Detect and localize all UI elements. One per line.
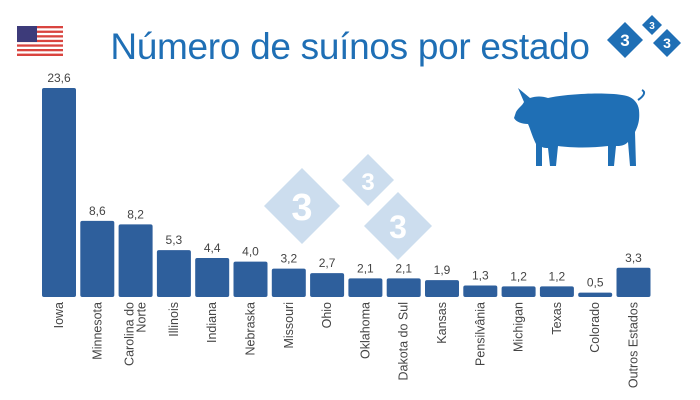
pig-icon — [514, 88, 646, 166]
data-label: 3,3 — [625, 251, 642, 265]
x-tick-label: Iowa — [52, 302, 66, 328]
x-tick-label: Kansas — [435, 302, 449, 344]
x-tick-label: Missouri — [282, 302, 296, 349]
data-label: 2,1 — [395, 261, 412, 275]
x-tick-label: Carolina do — [123, 302, 137, 366]
svg-text:3: 3 — [620, 31, 629, 50]
data-label: 1,9 — [434, 263, 451, 277]
data-label: 1,2 — [549, 269, 566, 283]
x-tick-label: Indiana — [205, 302, 219, 343]
x-tick-label: Dakota do Sul — [397, 302, 411, 381]
x-tick-label: Norte — [135, 302, 149, 333]
data-label: 8,6 — [89, 204, 106, 218]
data-label: 1,2 — [510, 269, 527, 283]
x-tick-label: Oklahoma — [358, 302, 372, 359]
data-label: 1,3 — [472, 268, 489, 282]
bar-11 — [463, 285, 498, 297]
data-label: 8,2 — [127, 207, 144, 221]
svg-text:3: 3 — [361, 169, 374, 196]
svg-text:3: 3 — [389, 209, 407, 245]
usa-flag-icon — [17, 26, 63, 56]
x-tick-label: Texas — [550, 302, 564, 335]
bar-4 — [195, 258, 230, 297]
x-tick-label: Colorado — [588, 302, 602, 353]
bar-6 — [271, 268, 306, 297]
data-label: 4,0 — [242, 245, 259, 259]
bar-10 — [425, 280, 459, 297]
data-label: 2,1 — [357, 261, 374, 275]
chart-title: Número de suínos por estado — [110, 26, 590, 67]
x-tick-label: Outros Estados — [627, 302, 641, 388]
data-label: 5,3 — [166, 233, 183, 247]
data-label: 23,6 — [47, 71, 71, 85]
svg-text:3: 3 — [291, 187, 312, 229]
x-tick-label: Ohio — [320, 302, 334, 328]
watermark-333: 3 3 3 — [264, 154, 432, 260]
svg-text:3: 3 — [649, 21, 655, 32]
data-label: 0,5 — [587, 276, 604, 290]
x-tick-label: Michigan — [512, 302, 526, 352]
bar-13 — [539, 286, 574, 297]
logo-333: 3 3 3 — [607, 15, 681, 58]
svg-text:3: 3 — [663, 35, 671, 51]
x-tick-label: Pensilvânia — [473, 302, 487, 366]
x-tick-label: Minnesota — [90, 302, 104, 360]
bar-3 — [156, 250, 191, 297]
bar-12 — [501, 286, 536, 297]
bar-0 — [42, 88, 76, 297]
bar-9 — [386, 278, 421, 297]
data-label: 3,2 — [280, 252, 297, 266]
bar-2 — [118, 224, 153, 297]
bar-5 — [233, 261, 268, 297]
data-label: 2,7 — [319, 256, 336, 270]
data-label: 4,4 — [204, 241, 221, 255]
bar-14 — [578, 292, 613, 297]
bar-15 — [616, 267, 651, 297]
bar-1 — [80, 220, 115, 297]
x-tick-label: Illinois — [167, 302, 181, 337]
bar-7 — [310, 273, 345, 297]
bar-8 — [348, 278, 383, 297]
x-tick-label: Nebraska — [244, 302, 258, 356]
